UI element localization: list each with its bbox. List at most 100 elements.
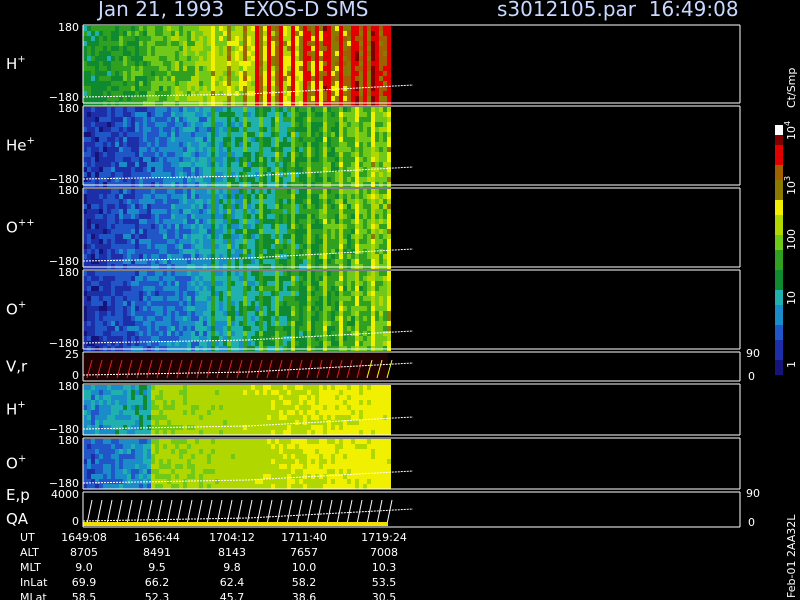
cell [291,91,295,96]
cell [327,127,331,132]
cell [335,199,339,204]
cell [251,86,255,91]
cell [371,301,375,306]
axis-top: 180 [58,184,79,197]
cell [267,276,271,281]
cell [151,162,155,167]
cell [267,306,271,311]
cell [95,142,99,147]
cell [167,224,171,229]
cell [187,276,191,281]
cell [379,177,383,182]
cell [323,61,327,66]
cell [187,152,191,157]
cell [119,326,123,331]
cell [215,71,219,76]
cell [363,172,367,177]
cell [187,254,191,259]
cell [319,199,323,204]
cell [155,177,159,182]
cell [191,76,195,81]
cell [135,286,139,291]
cell [155,66,159,71]
cell [279,117,283,122]
cell [343,336,347,341]
cell [251,167,255,172]
cell [339,157,343,162]
cell [83,281,87,286]
cell [183,46,187,51]
cell [371,311,375,316]
cell [195,46,199,51]
cell [335,61,339,66]
cell [379,244,383,249]
cell [363,117,367,122]
cell [271,249,275,254]
cell [87,167,91,172]
cell [135,281,139,286]
cell [383,239,387,244]
cell [191,112,195,117]
cell [147,336,151,341]
cell [379,71,383,76]
cell [291,172,295,177]
cell [107,46,111,51]
cell [355,91,359,96]
cell [263,296,267,301]
cell [179,326,183,331]
cell [371,122,375,127]
trace-line [82,330,414,344]
cell [231,331,235,336]
cell [151,316,155,321]
cell [143,224,147,229]
cell [83,336,87,341]
cell [375,229,379,234]
cell [271,41,275,46]
cell [171,199,175,204]
cell [339,167,343,172]
cell [251,66,255,71]
cell [279,291,283,296]
cell [115,336,119,341]
cell [299,204,303,209]
cell [231,107,235,112]
cell [359,209,363,214]
cell [151,341,155,346]
cell [171,86,175,91]
cell [151,286,155,291]
cell [211,336,215,341]
cell [119,296,123,301]
cell [139,61,143,66]
cell [307,326,311,331]
cell [111,219,115,224]
cell [139,219,143,224]
cell [339,321,343,326]
cell [223,167,227,172]
cell [87,177,91,182]
cell [323,167,327,172]
cell [283,127,287,132]
cell [83,177,87,182]
cell [151,254,155,259]
cell [379,311,383,316]
cell [163,271,167,276]
cell [263,189,267,194]
cell [291,162,295,167]
cell [283,142,287,147]
cell [335,271,339,276]
cell [311,152,315,157]
cell [271,239,275,244]
cell [199,91,203,96]
cell [163,199,167,204]
cell [227,117,231,122]
cell [331,209,335,214]
cell [83,341,87,346]
cell [191,336,195,341]
cell [339,194,343,199]
cell [247,177,251,182]
cell [127,311,131,316]
cell [91,286,95,291]
cell [343,219,347,224]
cell [291,316,295,321]
cell [299,112,303,117]
